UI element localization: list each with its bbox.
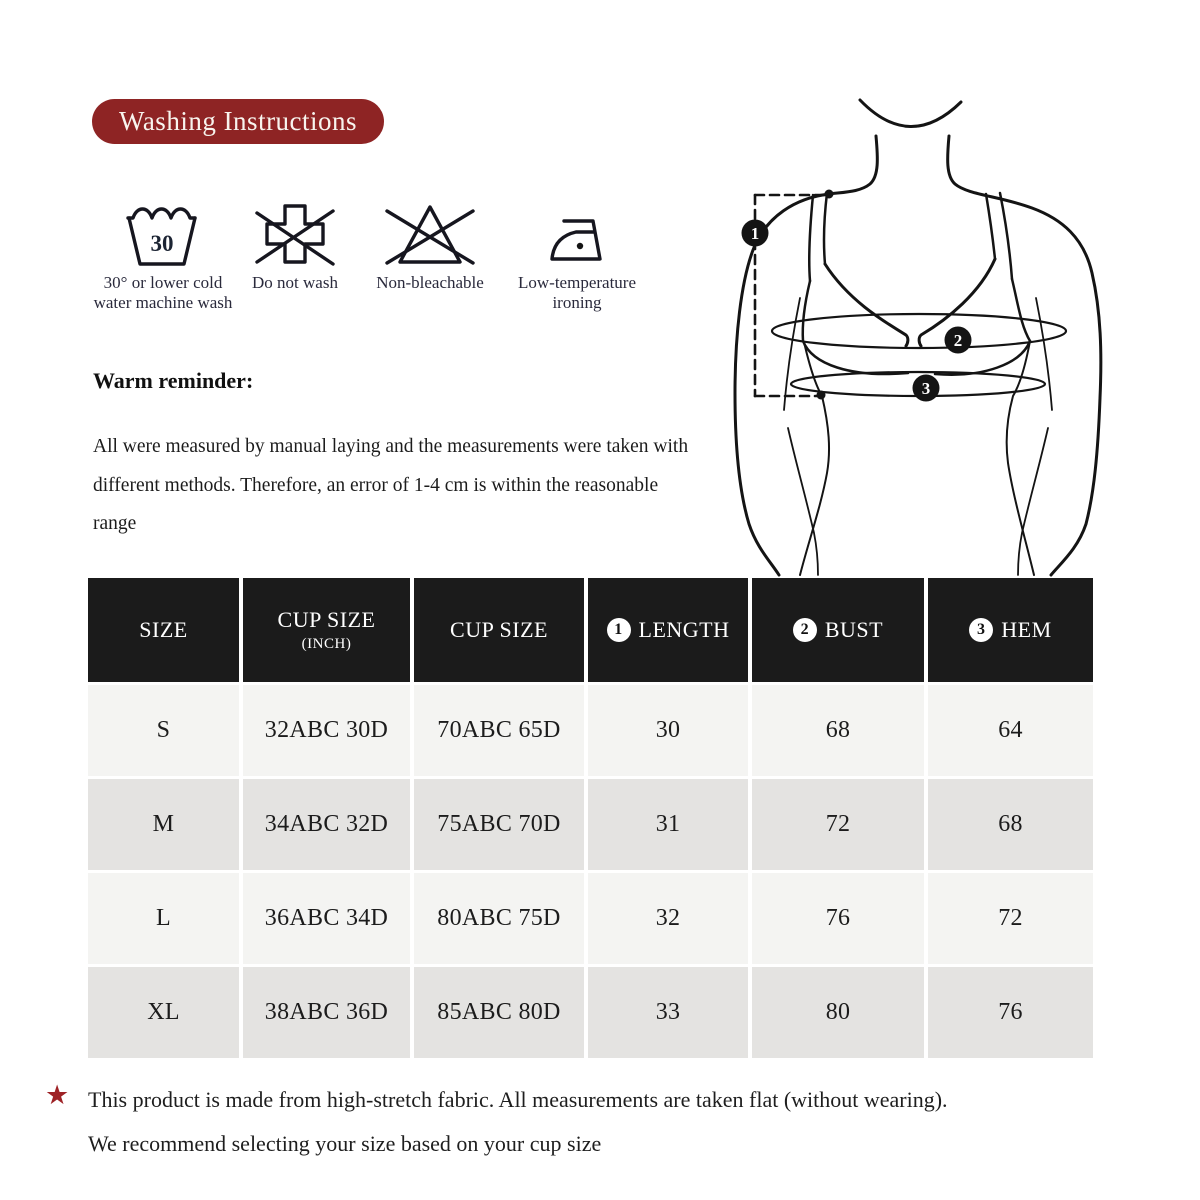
- svg-text:2: 2: [954, 331, 963, 350]
- col-header-cup-size: CUP SIZE: [410, 578, 584, 682]
- col-header-length: 1 LENGTH: [584, 578, 748, 682]
- figure-chin-line: [858, 98, 963, 128]
- care-icons-row: 30 30° or lower cold water machine wash …: [0, 196, 700, 316]
- table-row-l: L 36ABC 34D 80ABC 75D 32 76 72: [88, 870, 1093, 964]
- col-header-bust: 2 BUST: [748, 578, 924, 682]
- warm-reminder-text: All were measured by manual laying and t…: [93, 436, 689, 534]
- figure-right-arm-outline: [946, 134, 1103, 577]
- table-row-s: S 32ABC 30D 70ABC 65D 30 68 64: [88, 682, 1093, 776]
- figure-neckline-left: [823, 262, 910, 348]
- care-label: 30° or lower cold water machine wash: [93, 273, 233, 312]
- length-anchor-dot-top: [824, 189, 834, 199]
- svg-text:1: 1: [751, 224, 760, 243]
- star-icon: ★: [45, 1080, 70, 1111]
- care-item-do-not-wash: Do not wash: [230, 196, 360, 293]
- footnote: ★ This product is made from high-stretch…: [45, 1078, 1165, 1166]
- washing-instructions-title: Washing Instructions: [119, 106, 358, 136]
- care-label: Non-bleachable: [376, 273, 484, 292]
- col-header-hem: 3 HEM: [924, 578, 1093, 682]
- care-item-non-bleachable: Non-bleachable: [363, 196, 497, 293]
- table-row-m: M 34ABC 32D 75ABC 70D 31 72 68: [88, 776, 1093, 870]
- care-label: Do not wash: [252, 273, 338, 292]
- machine-wash-30-icon: 30: [85, 196, 241, 268]
- do-not-wash-icon: [230, 196, 360, 268]
- care-item-ironing: Low-temperature ironing: [512, 196, 642, 313]
- low-temperature-ironing-icon: [512, 196, 642, 268]
- figure-neckline-right: [917, 257, 997, 348]
- washing-instructions-badge: Washing Instructions: [92, 99, 385, 144]
- marker-3-header-badge: 3: [969, 618, 994, 642]
- footnote-line-1: This product is made from high-stretch f…: [88, 1087, 948, 1112]
- wash-temperature-value: 30: [151, 231, 174, 256]
- marker-1-badge: 1: [741, 219, 769, 247]
- non-bleachable-icon: [363, 196, 497, 268]
- col-header-size: SIZE: [88, 578, 239, 682]
- svg-text:3: 3: [922, 379, 931, 398]
- marker-2-header-badge: 2: [792, 618, 817, 642]
- marker-2-badge: 2: [944, 326, 972, 354]
- length-anchor-dot-bottom: [816, 390, 826, 400]
- col-header-cup-size-inch: CUP SIZE (INCH): [239, 578, 410, 682]
- care-item-machine-wash: 30 30° or lower cold water machine wash: [85, 196, 241, 313]
- bust-measure-ellipse: [770, 312, 1068, 350]
- marker-1-header-badge: 1: [606, 618, 631, 642]
- figure-left-neck: [827, 134, 879, 196]
- marker-3-badge: 3: [912, 374, 940, 402]
- warm-reminder-heading: Warm reminder:: [93, 368, 254, 393]
- figure-left-arm-outline: [733, 192, 831, 577]
- footnote-line-2: We recommend selecting your size based o…: [88, 1131, 602, 1156]
- table-row-xl: XL 38ABC 36D 85ABC 80D 33 80 76: [88, 964, 1093, 1058]
- measurement-diagram: 1 2 3: [733, 98, 1103, 577]
- care-label: Low-temperature ironing: [518, 273, 636, 312]
- col-header-sub: (INCH): [301, 636, 352, 652]
